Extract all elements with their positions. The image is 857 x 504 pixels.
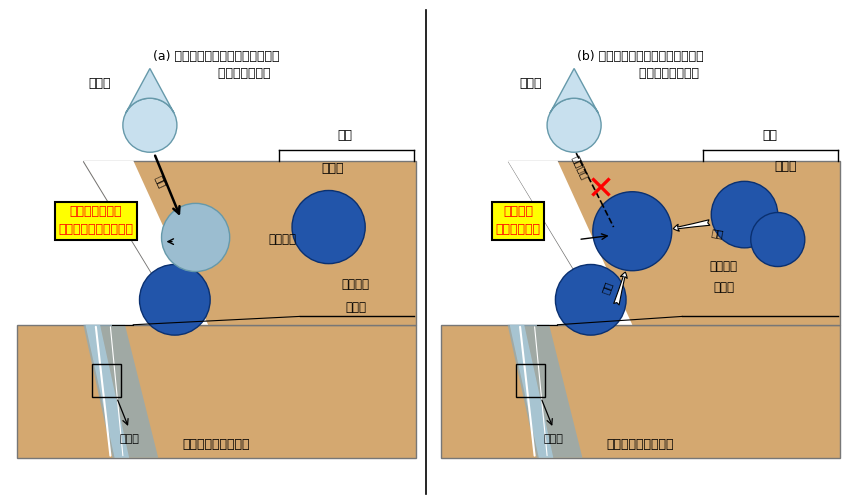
Text: 割れ目水: 割れ目水 (710, 260, 738, 273)
Text: 割れ目水: 割れ目水 (269, 233, 297, 246)
Circle shape (161, 204, 230, 272)
Bar (441, 325, 840, 458)
Text: 地表水: 地表水 (519, 77, 542, 90)
Polygon shape (83, 325, 159, 458)
Polygon shape (83, 161, 416, 325)
Polygon shape (86, 325, 129, 458)
Circle shape (751, 213, 805, 267)
Text: 間隙水: 間隙水 (775, 160, 797, 173)
Bar (516, 364, 545, 398)
Text: 割れ目を有する泥岩: 割れ目を有する泥岩 (607, 437, 674, 451)
Text: 割れ目を有する泥岩: 割れ目を有する泥岩 (183, 437, 250, 451)
Text: 地表水: 地表水 (89, 77, 111, 90)
Text: 岩石: 岩石 (762, 129, 777, 142)
Text: (a) 割れ目に沿った地下水の流れが
              生じている場合: (a) 割れ目に沿った地下水の流れが 生じている場合 (153, 50, 279, 81)
Text: 割れ目水: 割れ目水 (342, 279, 369, 291)
Circle shape (140, 265, 210, 335)
Polygon shape (507, 161, 840, 325)
Circle shape (711, 181, 778, 248)
Text: 岩石: 岩石 (338, 129, 353, 142)
Polygon shape (126, 69, 174, 113)
Polygon shape (507, 325, 583, 458)
Text: 拡散: 拡散 (601, 280, 614, 295)
Circle shape (593, 192, 672, 271)
Circle shape (547, 98, 601, 152)
Circle shape (123, 98, 177, 152)
Text: 拡散: 拡散 (710, 227, 724, 239)
Bar (92, 364, 121, 398)
Text: 割れ目: 割れ目 (543, 434, 563, 444)
Polygon shape (83, 161, 208, 325)
Text: 割れ目: 割れ目 (713, 281, 734, 293)
Polygon shape (507, 161, 632, 325)
Polygon shape (550, 69, 598, 113)
Circle shape (292, 191, 365, 264)
Circle shape (555, 265, 626, 335)
Bar (17, 325, 416, 458)
Text: 供給: 供給 (153, 173, 167, 189)
Text: 間隙水と
ほぼ同じ組成: 間隙水と ほぼ同じ組成 (495, 205, 541, 236)
Text: 割れ目: 割れ目 (119, 434, 139, 444)
Text: 供給なし: 供給なし (571, 153, 590, 180)
Text: (b) 割れ目に沿った地下水の流れが
              生じていない場合: (b) 割れ目に沿った地下水の流れが 生じていない場合 (578, 50, 704, 81)
Polygon shape (510, 325, 554, 458)
Text: 間隙水: 間隙水 (321, 162, 344, 175)
Text: 割れ目: 割れ目 (345, 301, 366, 314)
Text: 間隙水と比べて
より地表水に近い組成: 間隙水と比べて より地表水に近い組成 (58, 205, 134, 236)
Text: ✕: ✕ (587, 173, 615, 206)
